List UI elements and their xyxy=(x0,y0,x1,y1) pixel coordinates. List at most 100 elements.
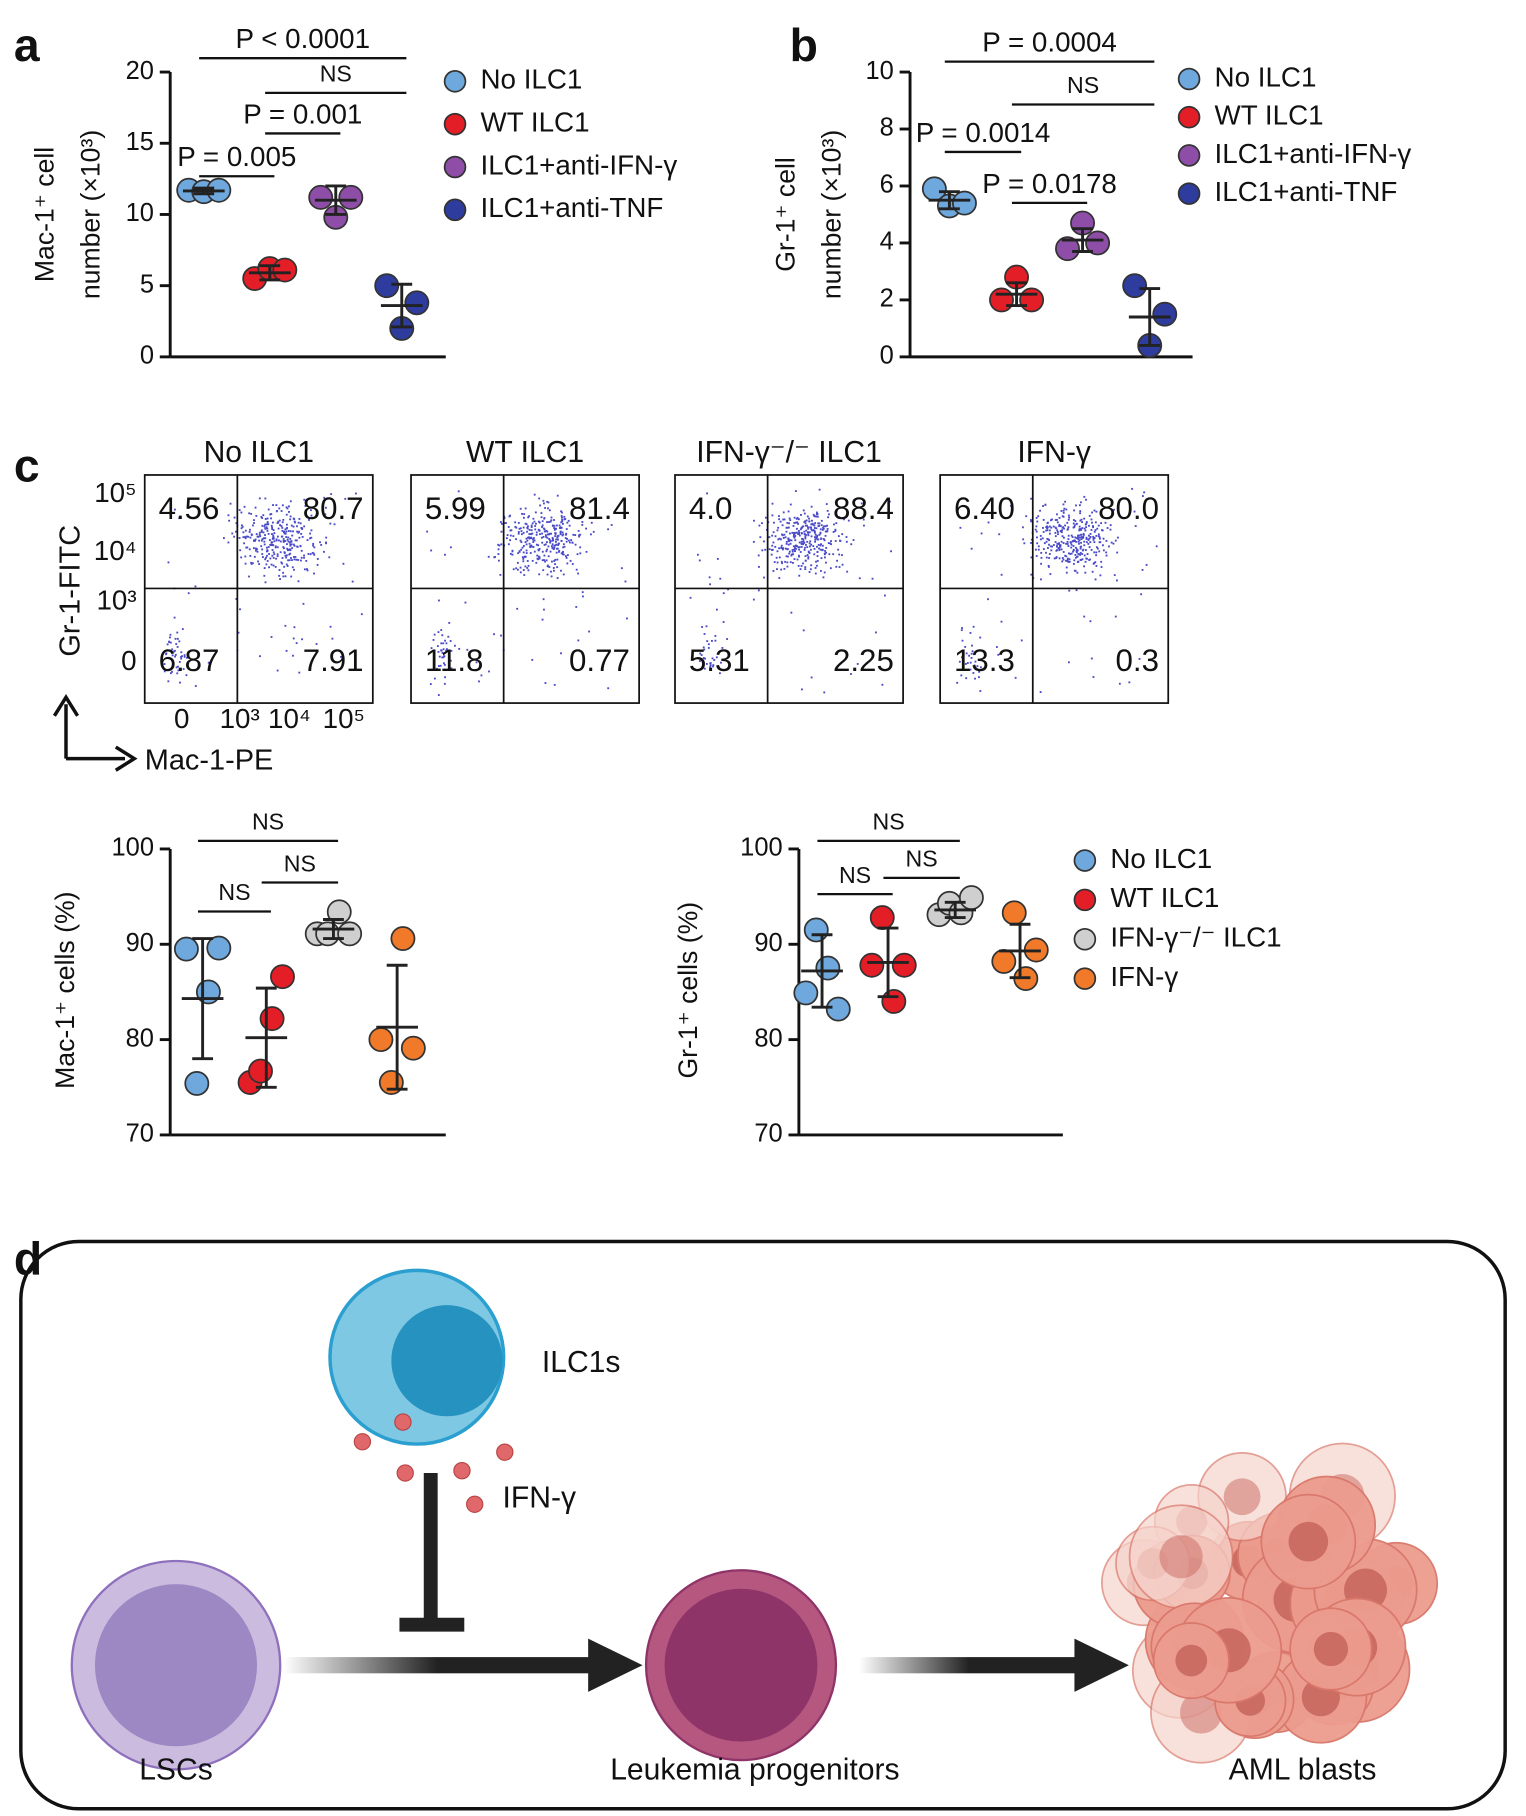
event-dot xyxy=(172,650,175,653)
event-dot xyxy=(522,531,525,534)
event-dot xyxy=(261,548,264,551)
event-dot xyxy=(250,533,253,536)
event-dot xyxy=(588,630,591,633)
event-dot xyxy=(235,530,237,533)
event-dot xyxy=(1062,542,1065,544)
event-dot xyxy=(560,652,562,655)
event-dot xyxy=(254,538,257,541)
event-dot xyxy=(561,531,564,534)
event-dot xyxy=(824,525,827,528)
event-dot xyxy=(1086,553,1089,555)
event-dot xyxy=(540,512,543,514)
event-dot xyxy=(834,528,837,531)
event-dot xyxy=(522,557,525,560)
event-dot xyxy=(183,655,186,658)
event-dot xyxy=(310,536,313,539)
event-dot xyxy=(522,516,525,519)
event-dot xyxy=(351,580,354,583)
event-dot xyxy=(1052,544,1055,546)
event-dot xyxy=(1106,527,1109,529)
event-dot xyxy=(785,555,788,558)
event-dot xyxy=(296,545,299,548)
event-dot xyxy=(777,538,780,541)
event-dot xyxy=(565,528,568,530)
event-dot xyxy=(804,559,807,562)
event-dot xyxy=(171,670,173,673)
event-dot xyxy=(541,541,544,544)
event-dot xyxy=(303,568,306,571)
event-dot xyxy=(1084,571,1087,574)
event-dot xyxy=(790,553,793,556)
event-dot xyxy=(291,566,294,569)
event-dot xyxy=(1088,537,1091,540)
quadrant-percent: 80.7 xyxy=(303,491,364,526)
event-dot xyxy=(440,649,443,652)
event-dot xyxy=(269,543,272,546)
event-dot xyxy=(174,649,176,652)
event-dot xyxy=(231,532,234,535)
event-dot xyxy=(813,547,816,550)
event-dot xyxy=(272,556,275,559)
event-dot xyxy=(542,569,545,572)
event-dot xyxy=(759,536,762,539)
event-dot xyxy=(1069,553,1072,555)
event-dot xyxy=(312,552,315,555)
significance-label: NS xyxy=(873,809,905,835)
event-dot xyxy=(841,563,844,566)
event-dot xyxy=(530,545,533,548)
event-dot xyxy=(271,537,274,540)
error-bar xyxy=(255,986,277,1089)
event-dot xyxy=(300,532,303,535)
event-dot xyxy=(847,519,850,522)
event-dot xyxy=(810,505,813,508)
event-dot xyxy=(530,529,533,532)
event-dot xyxy=(252,547,255,550)
event-dot xyxy=(272,537,275,540)
event-dot xyxy=(507,526,510,528)
event-dot xyxy=(708,576,711,579)
event-dot xyxy=(797,522,800,525)
event-dot xyxy=(1091,511,1093,514)
event-dot xyxy=(170,649,173,652)
event-dot xyxy=(534,511,537,514)
event-dot xyxy=(294,556,297,558)
event-dot xyxy=(538,557,541,560)
event-dot xyxy=(1000,573,1003,576)
event-dot xyxy=(998,533,1001,536)
event-dot xyxy=(1051,518,1053,521)
data-point xyxy=(337,921,363,947)
event-dot xyxy=(1036,520,1039,523)
event-dot xyxy=(272,529,275,532)
event-dot xyxy=(780,568,783,571)
event-dot xyxy=(233,535,236,538)
event-dot xyxy=(1095,510,1098,513)
event-dot xyxy=(268,566,271,569)
event-dot xyxy=(579,552,582,555)
event-dot xyxy=(561,511,563,514)
significance-label: NS xyxy=(218,879,250,905)
event-dot xyxy=(802,509,805,512)
event-dot xyxy=(284,575,287,578)
event-dot xyxy=(165,653,167,656)
event-dot xyxy=(579,546,582,549)
event-dot xyxy=(829,567,832,570)
event-dot xyxy=(1095,551,1098,554)
event-dot xyxy=(276,535,279,538)
event-dot xyxy=(780,546,783,549)
event-dot xyxy=(805,543,807,546)
event-dot xyxy=(888,500,891,503)
event-dot xyxy=(806,546,809,549)
event-dot xyxy=(249,536,252,539)
event-dot xyxy=(1067,528,1069,530)
event-dot xyxy=(433,677,436,680)
blast-cluster xyxy=(1101,1442,1439,1764)
event-dot xyxy=(532,541,535,543)
event-dot xyxy=(299,544,302,547)
event-dot xyxy=(816,513,819,515)
event-dot xyxy=(549,520,552,523)
legend-marker xyxy=(1177,67,1201,91)
event-dot xyxy=(551,545,553,548)
legend-marker xyxy=(1177,182,1201,205)
significance-label: P = 0.0014 xyxy=(916,117,1051,148)
event-dot xyxy=(1096,527,1099,530)
